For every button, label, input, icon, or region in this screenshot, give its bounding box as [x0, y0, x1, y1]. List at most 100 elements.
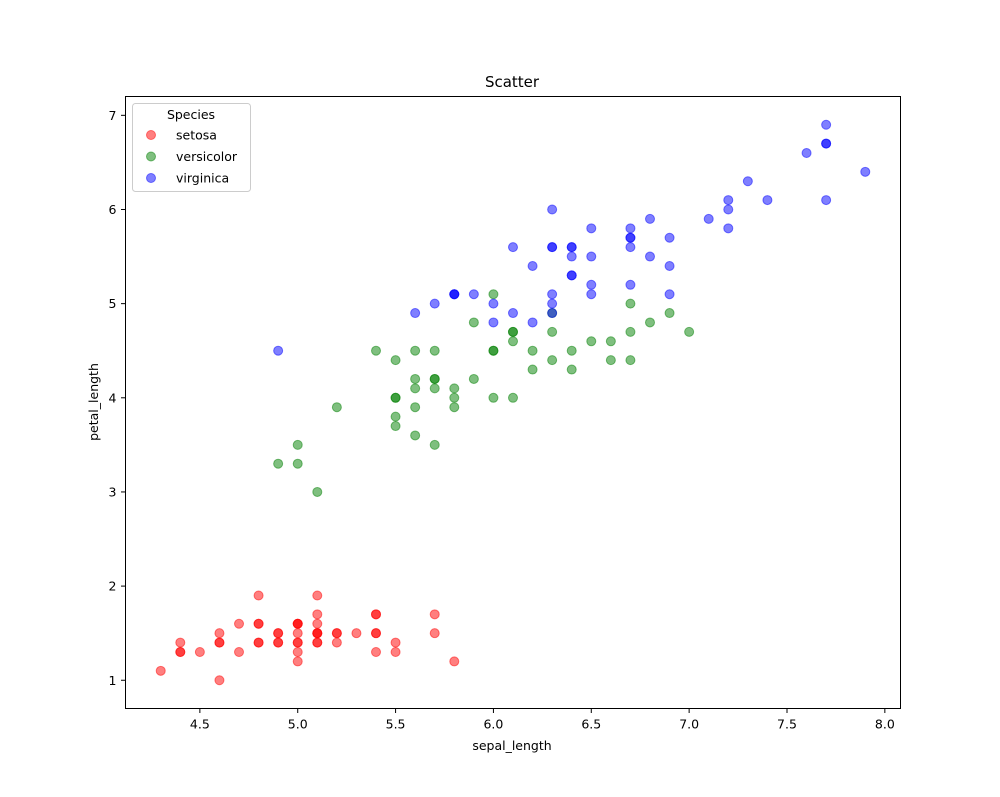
data-point-setosa — [175, 647, 186, 658]
data-point-virginica — [664, 232, 675, 243]
data-point-virginica — [644, 251, 655, 262]
data-point-versicolor — [390, 392, 401, 403]
data-point-versicolor — [625, 326, 636, 337]
data-point-virginica — [547, 289, 558, 300]
data-point-versicolor — [566, 345, 577, 356]
data-point-setosa — [292, 618, 303, 629]
data-point-virginica — [527, 317, 538, 328]
x-tick-label: 7.5 — [777, 717, 797, 732]
y-tick-label: 7 — [109, 108, 117, 123]
data-point-virginica — [664, 289, 675, 300]
data-point-setosa — [312, 590, 323, 601]
data-point-virginica — [488, 298, 499, 309]
data-point-versicolor — [625, 355, 636, 366]
data-point-versicolor — [664, 308, 675, 319]
data-point-setosa — [292, 656, 303, 667]
data-point-versicolor — [410, 402, 421, 413]
data-points — [155, 119, 871, 686]
data-point-versicolor — [292, 439, 303, 450]
data-point-virginica — [821, 138, 832, 149]
data-point-setosa — [312, 618, 323, 629]
data-point-virginica — [625, 223, 636, 234]
data-point-virginica — [586, 223, 597, 234]
data-point-setosa — [214, 675, 225, 686]
data-point-setosa — [253, 618, 264, 629]
data-point-virginica — [586, 251, 597, 262]
data-point-setosa — [371, 628, 382, 639]
data-point-setosa — [312, 628, 323, 639]
y-tick-label: 4 — [109, 390, 117, 405]
data-point-virginica — [586, 279, 597, 290]
data-point-setosa — [155, 665, 166, 676]
plot-area-frame — [125, 96, 901, 709]
data-point-versicolor — [605, 336, 616, 347]
data-point-versicolor — [410, 345, 421, 356]
data-point-versicolor — [390, 411, 401, 422]
data-point-versicolor — [508, 392, 518, 403]
data-point-virginica — [762, 195, 773, 206]
data-point-versicolor — [331, 402, 342, 413]
data-point-versicolor — [527, 345, 538, 356]
legend-marker-versicolor — [146, 151, 156, 162]
x-tick-label: 6.5 — [581, 717, 601, 732]
data-point-virginica — [547, 204, 558, 215]
data-point-versicolor — [566, 364, 577, 375]
data-point-setosa — [312, 637, 323, 648]
data-point-versicolor — [586, 336, 597, 347]
data-point-versicolor — [625, 298, 636, 309]
data-point-virginica — [429, 298, 440, 309]
data-point-virginica — [566, 251, 577, 262]
data-point-virginica — [547, 242, 558, 253]
legend-label-virginica: virginica — [176, 171, 229, 186]
data-point-setosa — [214, 628, 225, 639]
data-point-versicolor — [429, 373, 440, 384]
x-tick-label: 7.0 — [679, 717, 699, 732]
chart-title: Scatter — [485, 73, 540, 91]
series-virginica — [273, 119, 871, 356]
data-point-versicolor — [390, 421, 401, 432]
series-setosa — [155, 590, 460, 686]
data-point-versicolor — [527, 364, 538, 375]
data-point-versicolor — [508, 326, 518, 337]
data-point-versicolor — [644, 317, 655, 328]
data-point-virginica — [644, 213, 655, 224]
data-point-virginica — [508, 242, 518, 253]
data-point-setosa — [273, 637, 284, 648]
legend-label-versicolor: versicolor — [176, 149, 238, 164]
data-point-virginica — [566, 270, 577, 281]
data-point-virginica — [625, 242, 636, 253]
data-point-versicolor — [488, 392, 499, 403]
data-point-virginica — [723, 223, 734, 234]
data-point-setosa — [429, 609, 440, 620]
data-point-virginica — [488, 317, 499, 328]
data-point-setosa — [214, 637, 225, 648]
data-point-setosa — [371, 647, 382, 658]
data-point-virginica — [566, 242, 577, 253]
data-point-virginica — [742, 176, 753, 187]
data-point-virginica — [527, 260, 538, 271]
y-tick-label: 6 — [109, 202, 117, 217]
data-point-versicolor — [449, 383, 460, 394]
data-point-setosa — [312, 609, 323, 620]
data-point-virginica — [703, 213, 714, 224]
data-point-virginica — [801, 147, 812, 158]
legend-marker-setosa — [146, 130, 156, 140]
data-point-virginica — [723, 195, 734, 206]
data-point-versicolor — [508, 336, 518, 347]
x-tick-label: 5.5 — [386, 717, 406, 732]
data-point-setosa — [175, 637, 186, 648]
legend-title: Species — [167, 107, 215, 122]
data-point-versicolor — [410, 373, 421, 384]
legend-marker-virginica — [146, 173, 156, 183]
y-tick-label: 3 — [109, 484, 117, 499]
data-point-virginica — [821, 119, 832, 130]
data-point-versicolor — [488, 289, 499, 300]
data-point-virginica — [547, 308, 558, 319]
data-point-virginica — [723, 204, 734, 215]
data-point-setosa — [449, 656, 460, 667]
data-point-setosa — [371, 609, 382, 620]
data-point-setosa — [429, 628, 440, 639]
data-point-versicolor — [292, 458, 303, 469]
x-tick-label: 5.0 — [288, 717, 308, 732]
